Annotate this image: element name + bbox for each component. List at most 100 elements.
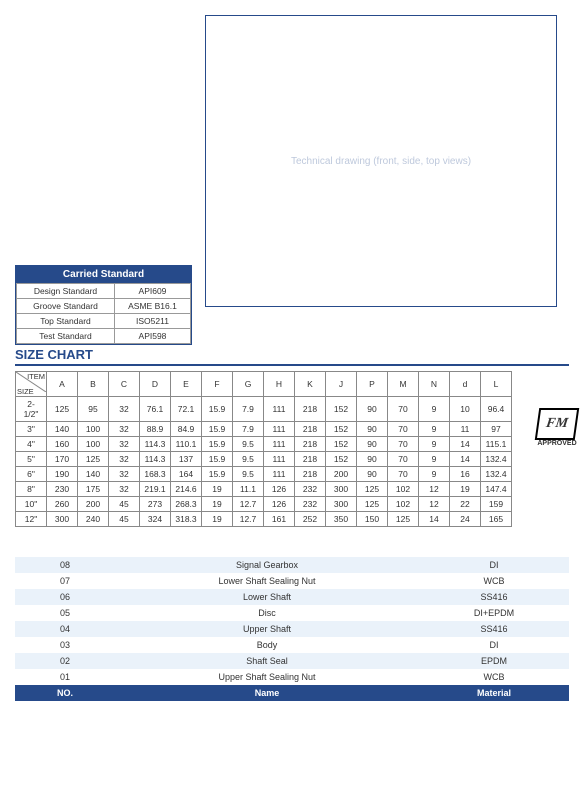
- size-label: 2-1/2": [16, 397, 47, 422]
- size-cell: 70: [388, 452, 419, 467]
- fm-icon: FM: [535, 408, 579, 440]
- bom-no: 01: [15, 669, 115, 685]
- size-cell: 9: [419, 452, 450, 467]
- size-cell: 9.5: [233, 437, 264, 452]
- size-cell: 45: [109, 512, 140, 527]
- size-cell: 273: [140, 497, 171, 512]
- standards-row: Test StandardAPI598: [17, 329, 191, 344]
- size-cell: 16: [450, 467, 481, 482]
- size-cell: 132.4: [481, 452, 512, 467]
- size-cell: 268.3: [171, 497, 202, 512]
- size-cell: 22: [450, 497, 481, 512]
- size-cell: 11.1: [233, 482, 264, 497]
- size-col-header: P: [357, 372, 388, 397]
- size-cell: 170: [47, 452, 78, 467]
- size-col-header: F: [202, 372, 233, 397]
- size-cell: 111: [264, 422, 295, 437]
- size-col-header: M: [388, 372, 419, 397]
- size-cell: 45: [109, 497, 140, 512]
- size-cell: 219.1: [140, 482, 171, 497]
- size-cell: 137: [171, 452, 202, 467]
- size-col-header: K: [295, 372, 326, 397]
- size-cell: 300: [326, 482, 357, 497]
- size-cell: 7.9: [233, 422, 264, 437]
- corner-top: ITEM: [27, 372, 45, 381]
- size-cell: 164: [171, 467, 202, 482]
- bom-mat: DI: [419, 637, 569, 653]
- bom-no: 04: [15, 621, 115, 637]
- bom-row: 05DiscDI+EPDM: [15, 605, 569, 621]
- size-row: 4"16010032114.3110.115.99.51112181529070…: [16, 437, 512, 452]
- bom-row: 01Upper Shaft Sealing NutWCB: [15, 669, 569, 685]
- size-col-header: C: [109, 372, 140, 397]
- size-cell: 15.9: [202, 467, 233, 482]
- bom-row: 06Lower ShaftSS416: [15, 589, 569, 605]
- size-cell: 70: [388, 397, 419, 422]
- size-cell: 15.9: [202, 422, 233, 437]
- size-col-header: J: [326, 372, 357, 397]
- size-cell: 76.1: [140, 397, 171, 422]
- bom-no: 07: [15, 573, 115, 589]
- size-cell: 161: [264, 512, 295, 527]
- size-cell: 218: [295, 452, 326, 467]
- standards-label: Design Standard: [17, 284, 115, 299]
- size-label: 3": [16, 422, 47, 437]
- size-cell: 350: [326, 512, 357, 527]
- size-cell: 111: [264, 452, 295, 467]
- size-cell: 9: [419, 422, 450, 437]
- bom-name: Lower Shaft: [115, 589, 419, 605]
- size-cell: 100: [78, 422, 109, 437]
- size-cell: 15.9: [202, 452, 233, 467]
- size-label: 10": [16, 497, 47, 512]
- standards-label: Test Standard: [17, 329, 115, 344]
- size-cell: 214.6: [171, 482, 202, 497]
- bom-row: 08Signal GearboxDI: [15, 557, 569, 573]
- bom-footer-no: NO.: [15, 685, 115, 701]
- size-cell: 218: [295, 397, 326, 422]
- size-row: 12"30024045324318.31912.7161252350150125…: [16, 512, 512, 527]
- size-cell: 15.9: [202, 437, 233, 452]
- fm-badge: FM APPROVED: [537, 408, 577, 447]
- size-cell: 111: [264, 467, 295, 482]
- bom-name: Disc: [115, 605, 419, 621]
- size-cell: 14: [419, 512, 450, 527]
- bom-no: 02: [15, 653, 115, 669]
- size-cell: 70: [388, 467, 419, 482]
- size-cell: 152: [326, 452, 357, 467]
- size-cell: 132.4: [481, 467, 512, 482]
- size-cell: 324: [140, 512, 171, 527]
- size-row: 3"1401003288.984.915.97.9111218152907091…: [16, 422, 512, 437]
- standards-row: Top StandardISO5211: [17, 314, 191, 329]
- size-cell: 70: [388, 437, 419, 452]
- bom-no: 03: [15, 637, 115, 653]
- size-col-header: L: [481, 372, 512, 397]
- size-label: 4": [16, 437, 47, 452]
- standards-label: Top Standard: [17, 314, 115, 329]
- size-cell: 125: [47, 397, 78, 422]
- size-label: 5": [16, 452, 47, 467]
- size-cell: 97: [481, 422, 512, 437]
- size-cell: 160: [47, 437, 78, 452]
- standards-label: Groove Standard: [17, 299, 115, 314]
- standards-row: Groove StandardASME B16.1: [17, 299, 191, 314]
- size-cell: 300: [326, 497, 357, 512]
- size-cell: 190: [47, 467, 78, 482]
- bom-mat: WCB: [419, 669, 569, 685]
- size-cell: 9.5: [233, 452, 264, 467]
- size-col-header: G: [233, 372, 264, 397]
- drawing-placeholder: Technical drawing (front, side, top view…: [291, 156, 471, 167]
- certification-badges: FM APPROVED c UL US LISTED: [537, 406, 584, 449]
- size-cell: 218: [295, 467, 326, 482]
- size-cell: 90: [357, 467, 388, 482]
- size-cell: 90: [357, 397, 388, 422]
- size-cell: 165: [481, 512, 512, 527]
- size-cell: 152: [326, 437, 357, 452]
- size-cell: 175: [78, 482, 109, 497]
- size-label: 8": [16, 482, 47, 497]
- size-cell: 111: [264, 397, 295, 422]
- bom-name: Body: [115, 637, 419, 653]
- size-cell: 32: [109, 397, 140, 422]
- size-cell: 126: [264, 482, 295, 497]
- standards-value: ISO5211: [114, 314, 190, 329]
- size-col-header: N: [419, 372, 450, 397]
